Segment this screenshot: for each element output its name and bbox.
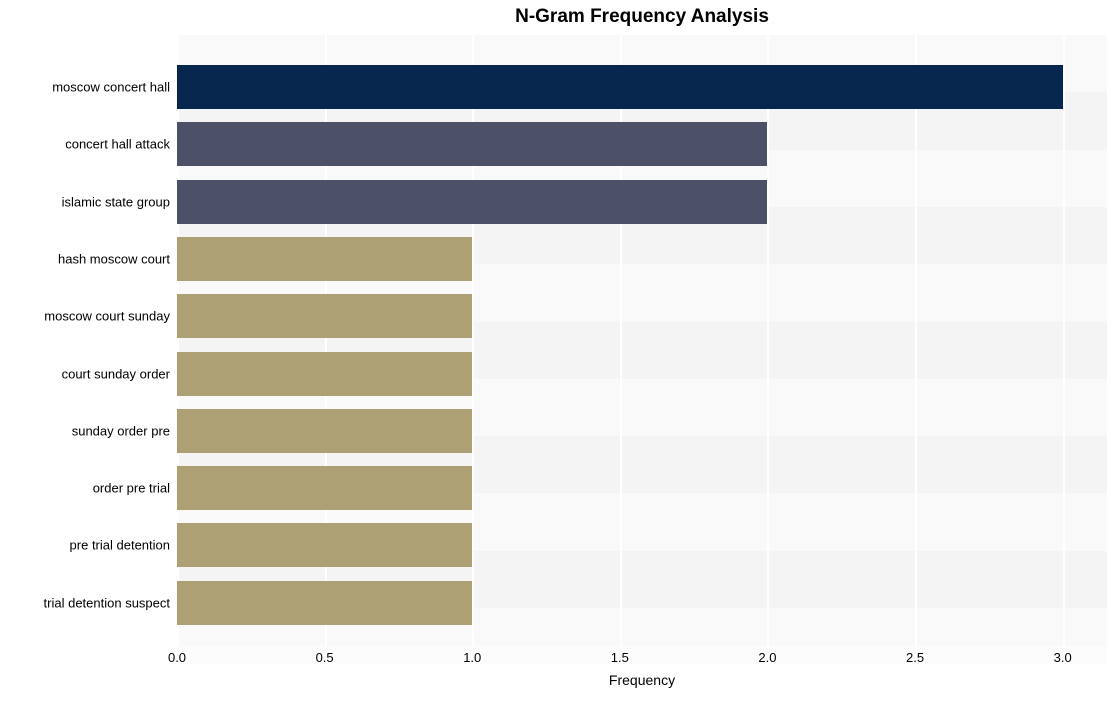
bar (177, 237, 472, 281)
chart-title: N-Gram Frequency Analysis (177, 6, 1107, 28)
x-tick-label: 0.5 (316, 650, 334, 665)
bar (177, 352, 472, 396)
bar (177, 180, 767, 224)
x-tick-label: 1.5 (611, 650, 629, 665)
y-tick-label: moscow court sunday (0, 309, 170, 324)
plot-area (177, 35, 1107, 646)
grid-line-vertical (1063, 35, 1065, 646)
bar (177, 122, 767, 166)
y-tick-label: moscow concert hall (0, 80, 170, 95)
chart-container: N-Gram Frequency Analysis moscow concert… (0, 0, 1116, 701)
y-tick-label: trial detention suspect (0, 595, 170, 610)
y-tick-label: hash moscow court (0, 251, 170, 266)
x-tick-label: 2.0 (758, 650, 776, 665)
grid-line-vertical (915, 35, 917, 646)
bar (177, 581, 472, 625)
y-tick-label: pre trial detention (0, 538, 170, 553)
x-tick-label: 2.5 (906, 650, 924, 665)
bar (177, 523, 472, 567)
bar (177, 65, 1063, 109)
bar (177, 294, 472, 338)
x-tick-label: 1.0 (463, 650, 481, 665)
bar (177, 409, 472, 453)
y-tick-label: sunday order pre (0, 423, 170, 438)
x-tick-label: 0.0 (168, 650, 186, 665)
x-axis-label: Frequency (177, 672, 1107, 688)
y-tick-label: concert hall attack (0, 137, 170, 152)
y-tick-label: order pre trial (0, 481, 170, 496)
bar (177, 466, 472, 510)
grid-line-vertical (767, 35, 769, 646)
x-tick-label: 3.0 (1054, 650, 1072, 665)
y-tick-label: court sunday order (0, 366, 170, 381)
y-tick-label: islamic state group (0, 194, 170, 209)
